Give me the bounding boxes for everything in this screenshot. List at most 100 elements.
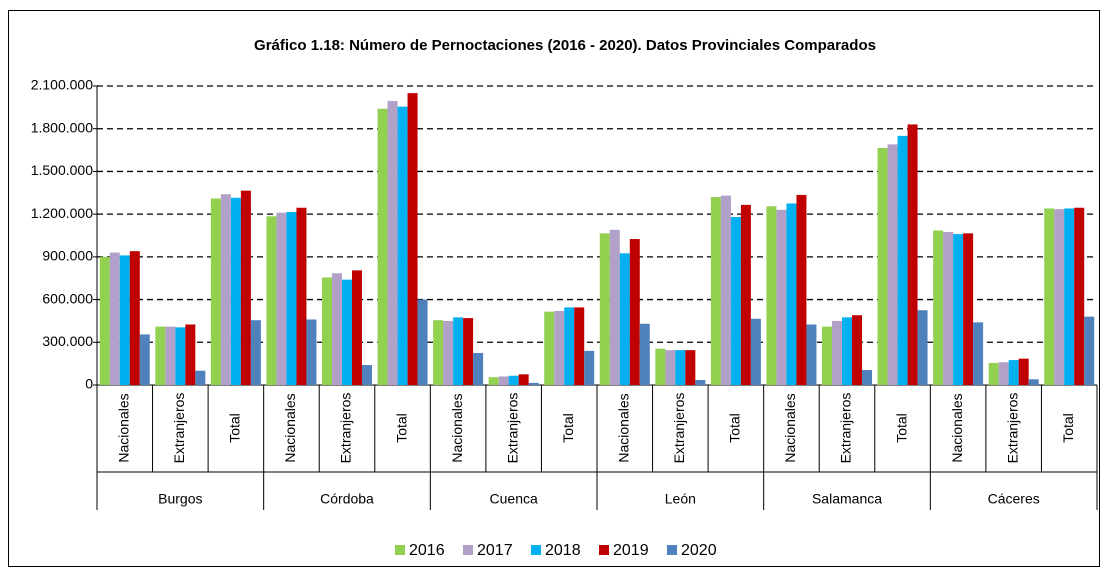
bar [1018, 358, 1029, 385]
bar [230, 197, 241, 385]
chart-title: Gráfico 1.18: Número de Pernoctaciones (… [254, 37, 876, 54]
bar [377, 108, 388, 386]
bar [973, 322, 984, 385]
x-tick-label: Nacionales [949, 393, 965, 462]
bar [786, 203, 797, 385]
y-tick-label: 1.200.000 [31, 205, 93, 221]
bar [710, 197, 721, 385]
x-tick-label: Total [1060, 413, 1076, 443]
bar [750, 318, 761, 385]
x-tick-label: Nacionales [449, 393, 465, 462]
bar [99, 256, 110, 385]
bar [988, 362, 999, 385]
group-label: Cáceres [988, 491, 1040, 507]
bar [877, 147, 888, 385]
bar [685, 350, 696, 385]
bar [1054, 209, 1065, 385]
bar [508, 375, 519, 385]
bar [240, 190, 251, 385]
legend-swatch [395, 545, 405, 555]
legend-swatch [667, 545, 677, 555]
bar [139, 334, 150, 385]
legend-swatch [463, 545, 473, 555]
bar [720, 195, 731, 385]
bar [155, 326, 166, 385]
bar [832, 320, 842, 385]
x-tick-label: Extranjeros [838, 393, 854, 464]
bar [852, 315, 862, 385]
x-tick-label: Nacionales [115, 393, 131, 462]
bar [554, 310, 565, 385]
bar [463, 318, 474, 385]
y-tick-label: 1.800.000 [31, 119, 93, 135]
x-tick-label: Extranjeros [504, 393, 520, 464]
bar [185, 324, 196, 385]
legend-label: 2020 [681, 542, 717, 559]
group-label: Salamanca [812, 491, 882, 507]
group-label: Burgos [158, 491, 202, 507]
bar [1084, 316, 1095, 385]
bar [387, 100, 398, 385]
bar [963, 233, 974, 385]
bar [564, 307, 575, 385]
bar [907, 124, 918, 385]
chart-border [8, 10, 1100, 567]
group-label: Córdoba [320, 491, 374, 507]
bar [250, 320, 261, 385]
y-tick-label: 2.100.000 [31, 77, 93, 93]
y-tick-label: 900.000 [42, 248, 93, 264]
bar [443, 320, 454, 385]
bar [1028, 379, 1039, 385]
legend-label: 2017 [477, 542, 513, 559]
bar [609, 229, 620, 385]
bar [433, 320, 444, 385]
bar [897, 135, 908, 385]
bar [266, 216, 277, 385]
bar [352, 270, 362, 385]
bar [1044, 208, 1055, 385]
bar [528, 382, 539, 385]
bar [695, 380, 706, 385]
y-tick-label: 300.000 [42, 333, 93, 349]
bar [1074, 207, 1085, 385]
bar [655, 348, 666, 385]
bar [306, 319, 317, 385]
bar [518, 374, 529, 385]
bar [210, 198, 221, 385]
bar [109, 252, 120, 385]
legend-swatch [531, 545, 541, 555]
bar [806, 324, 817, 385]
bar [639, 323, 650, 385]
bar [776, 209, 787, 385]
bar [322, 277, 332, 385]
bar [1008, 360, 1019, 385]
x-tick-label: Extranjeros [171, 393, 187, 464]
x-tick-label: Nacionales [782, 393, 798, 462]
bar [584, 350, 595, 385]
x-tick-label: Total [393, 413, 409, 443]
bar [175, 327, 186, 385]
bar [544, 311, 555, 385]
legend-swatch [599, 545, 609, 555]
bar [488, 377, 499, 385]
bar [796, 194, 807, 385]
bar [619, 253, 630, 385]
bar [933, 230, 944, 385]
bar [362, 365, 372, 385]
x-tick-label: Total [560, 413, 576, 443]
bar [740, 204, 751, 385]
bar [276, 212, 287, 385]
bar [842, 317, 852, 385]
bar [220, 194, 231, 385]
bar [862, 370, 872, 385]
bar [195, 370, 206, 385]
bar [165, 326, 176, 385]
y-tick-label: 1.500.000 [31, 162, 93, 178]
legend-label: 2016 [409, 542, 445, 559]
legend-label: 2018 [545, 542, 581, 559]
bar [417, 299, 428, 385]
x-tick-label: Nacionales [282, 393, 298, 462]
bar [453, 317, 464, 385]
bar [766, 206, 777, 385]
